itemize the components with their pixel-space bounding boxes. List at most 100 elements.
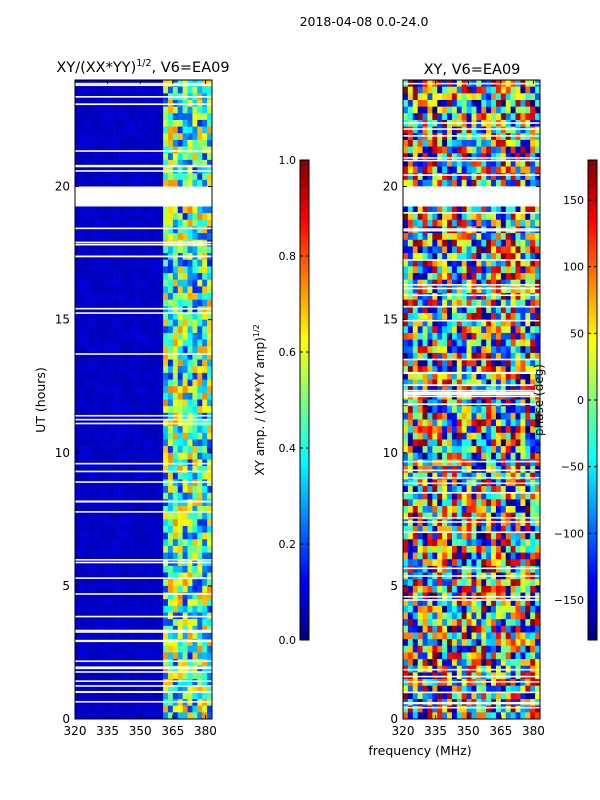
heatmap-cell: [476, 559, 482, 567]
heatmap-cell: [99, 512, 105, 520]
heatmap-cell: [148, 579, 154, 587]
heatmap-cell: [403, 253, 409, 261]
heatmap-cell: [143, 466, 149, 474]
heatmap-cell: [456, 273, 463, 280]
heatmap-cell: [119, 639, 125, 647]
heatmap-cell: [403, 439, 409, 447]
heatmap-cell: [123, 206, 130, 214]
heatmap-cell: [123, 259, 130, 267]
heatmap-cell: [109, 312, 115, 320]
heatmap-cell: [451, 233, 458, 241]
heatmap-cell: [177, 692, 183, 700]
heatmap-cell: [202, 233, 208, 241]
heatmap-cell: [510, 186, 516, 194]
heatmap-cell: [466, 466, 472, 474]
heatmap-cell: [114, 246, 120, 254]
heatmap-cell: [148, 159, 154, 167]
heatmap-cell: [495, 532, 502, 540]
heatmap-cell: [114, 632, 120, 640]
heatmap-cell: [515, 525, 521, 533]
heatmap-cell: [530, 352, 536, 360]
heatmap-cell: [520, 372, 526, 380]
heatmap-cell: [99, 672, 105, 680]
heatmap-cell: [451, 346, 458, 354]
heatmap-cell: [495, 432, 502, 440]
heatmap-cell: [500, 253, 507, 261]
heatmap-cell: [197, 352, 203, 360]
heatmap-cell: [525, 386, 531, 394]
heatmap-cell: [202, 565, 208, 573]
heatmap-cell: [461, 106, 467, 114]
heatmap-cell: [104, 159, 110, 167]
heatmap-cell: [148, 286, 154, 294]
heatmap-cell: [133, 139, 139, 147]
heatmap-cell: [525, 219, 531, 227]
heatmap-cell: [535, 359, 541, 367]
heatmap-cell: [476, 286, 482, 294]
heatmap-cell: [412, 106, 418, 114]
heatmap-cell: [94, 619, 100, 627]
heatmap-cell: [530, 239, 536, 247]
heatmap-cell: [153, 466, 159, 474]
heatmap-cell: [197, 146, 203, 154]
heatmap-cell: [79, 106, 86, 114]
heatmap-cell: [466, 412, 472, 420]
heatmap-cell: [442, 99, 448, 107]
heatmap-cell: [417, 299, 423, 307]
heatmap-cell: [207, 705, 213, 713]
heatmap-cell: [407, 512, 414, 520]
heatmap-cell: [99, 246, 105, 254]
heatmap-cell: [114, 372, 120, 380]
heatmap-cell: [491, 293, 497, 300]
heatmap-cell: [104, 226, 110, 234]
heatmap-cell: [510, 332, 516, 340]
heatmap-cell: [202, 299, 208, 307]
heatmap-cell: [119, 446, 125, 454]
heatmap-cell: [172, 153, 179, 161]
heatmap-cell: [114, 619, 120, 627]
heatmap-cell: [133, 279, 139, 287]
heatmap-cell: [143, 565, 149, 573]
heatmap-cell: [75, 119, 81, 127]
heatmap-cell: [422, 412, 428, 420]
heatmap-cell: [476, 233, 482, 241]
heatmap-cell: [75, 319, 81, 327]
heatmap-cell: [481, 552, 487, 560]
heatmap-cell: [461, 359, 467, 367]
heatmap-cell: [461, 179, 467, 187]
flagged-row: [75, 577, 212, 579]
heatmap-cell: [447, 286, 453, 294]
heatmap-cell: [177, 532, 183, 540]
heatmap-cell: [530, 139, 536, 147]
heatmap-cell: [422, 113, 428, 121]
heatmap-cell: [461, 86, 467, 94]
heatmap-cell: [510, 486, 516, 493]
heatmap-cell: [128, 319, 135, 327]
heatmap-cell: [451, 146, 458, 154]
heatmap-cell: [481, 179, 487, 187]
heatmap-cell: [403, 273, 409, 280]
heatmap-cell: [525, 406, 531, 414]
heatmap-cell: [94, 572, 100, 580]
heatmap-cell: [466, 139, 472, 147]
heatmap-cell: [79, 219, 86, 227]
heatmap-cell: [153, 639, 159, 647]
heatmap-cell: [167, 319, 174, 327]
heatmap-cell: [182, 273, 188, 280]
heatmap-cell: [197, 279, 203, 287]
heatmap-cell: [114, 312, 120, 320]
heatmap-cell: [172, 286, 179, 294]
heatmap-cell: [123, 406, 130, 414]
heatmap-cell: [451, 525, 458, 533]
heatmap-cell: [481, 472, 487, 480]
heatmap-cell: [407, 452, 414, 460]
y-tick-label: 10: [55, 446, 70, 460]
heatmap-cell: [417, 206, 423, 214]
heatmap-cell: [500, 579, 507, 587]
heatmap-cell: [163, 379, 169, 387]
heatmap-cell: [456, 166, 463, 174]
heatmap-cell: [442, 366, 448, 374]
heatmap-cell: [75, 326, 81, 334]
heatmap-cell: [94, 193, 100, 201]
heatmap-cell: [192, 226, 198, 234]
